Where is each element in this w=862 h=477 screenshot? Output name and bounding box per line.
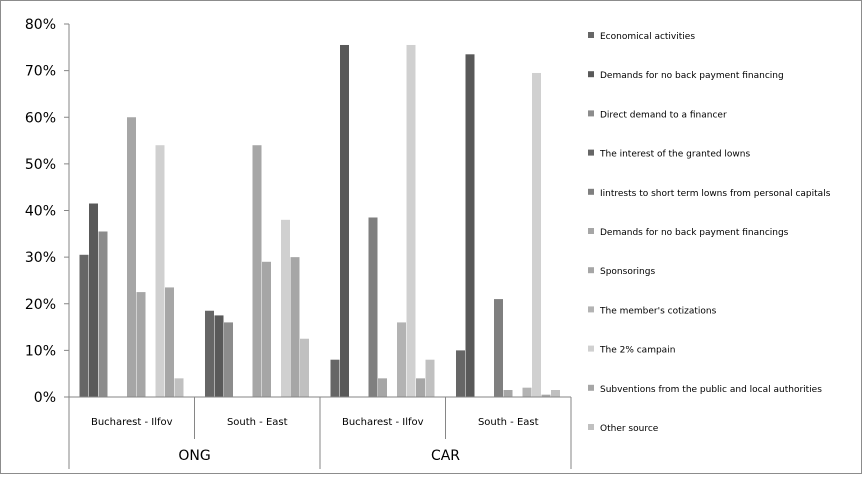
legend-label: Sponsorings xyxy=(600,267,655,277)
bar xyxy=(330,359,340,397)
bar xyxy=(494,299,503,397)
bar xyxy=(155,145,165,397)
legend-swatch xyxy=(588,188,594,195)
legend-swatch xyxy=(588,149,594,156)
y-tick-label: 10% xyxy=(25,343,56,359)
legend-swatch xyxy=(588,384,594,391)
bar xyxy=(98,231,108,397)
bar xyxy=(214,315,224,397)
bar xyxy=(300,338,309,397)
legend-swatch xyxy=(588,306,594,313)
legend-label: Subventions from the public and local au… xyxy=(600,385,822,395)
y-tick-label: 0% xyxy=(34,390,56,406)
bar xyxy=(532,72,541,398)
y-tick-label: 60% xyxy=(25,110,56,126)
legend-swatch xyxy=(588,345,594,352)
bar xyxy=(262,261,271,397)
legend-label: Demands for no back payment financing xyxy=(600,71,784,81)
bar xyxy=(252,145,262,397)
legend-swatch xyxy=(588,267,594,274)
group-label: ONG xyxy=(178,448,210,464)
category-label: South - East xyxy=(478,417,539,428)
legend-swatch xyxy=(588,228,594,234)
bar xyxy=(416,378,425,397)
bar xyxy=(406,44,416,397)
legend-label: The member's cotizations xyxy=(599,306,717,316)
category-label: South - East xyxy=(227,417,288,428)
legend-label: Direct demand to a financer xyxy=(600,110,727,120)
bar xyxy=(503,390,513,397)
bar xyxy=(368,217,378,397)
legend-swatch xyxy=(588,32,594,38)
bar xyxy=(397,322,406,397)
bar xyxy=(281,219,290,397)
bar xyxy=(340,44,349,397)
bar xyxy=(456,350,465,398)
y-tick-label: 70% xyxy=(25,64,56,80)
bar xyxy=(290,257,300,398)
y-tick-label: 50% xyxy=(25,157,56,173)
category-label: Bucharest - Ilfov xyxy=(91,417,173,428)
y-tick-label: 80% xyxy=(25,17,56,33)
legend-label: The 2% campain xyxy=(599,346,675,356)
bar xyxy=(425,359,435,397)
legend-label: Demands for no back payment financings xyxy=(600,228,789,238)
bar xyxy=(378,378,387,397)
legend-label: Economical activities xyxy=(600,32,695,42)
bar xyxy=(174,378,184,397)
y-tick-label: 40% xyxy=(25,204,56,220)
y-tick-label: 20% xyxy=(25,297,56,313)
legend-swatch xyxy=(588,110,594,117)
legend-label: Other source xyxy=(600,424,659,434)
category-label: Bucharest - Ilfov xyxy=(342,417,424,428)
bar xyxy=(551,390,560,397)
group-label: CAR xyxy=(431,448,460,464)
legend-label: The interest of the granted lowns xyxy=(599,150,750,160)
legend-label: Iintrests to short term lowns from perso… xyxy=(600,189,831,199)
bar xyxy=(165,287,174,397)
bar xyxy=(136,292,146,397)
y-tick-label: 30% xyxy=(25,250,56,266)
bar xyxy=(465,54,475,398)
bar xyxy=(522,387,532,397)
bar xyxy=(89,203,98,397)
bar xyxy=(224,322,233,397)
legend-swatch xyxy=(588,71,594,78)
bar xyxy=(205,310,214,397)
bar xyxy=(79,254,89,397)
legend-swatch xyxy=(588,424,594,430)
bar xyxy=(541,394,551,397)
bar xyxy=(127,117,136,397)
